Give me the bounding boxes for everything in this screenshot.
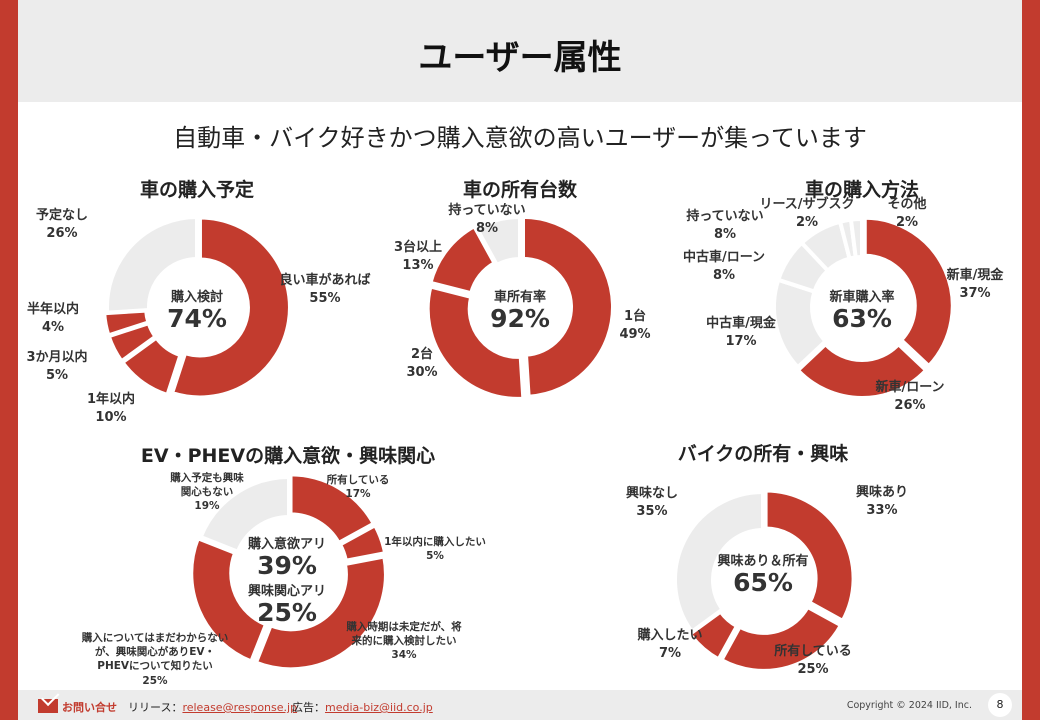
data-label: リース/サブスク 2% (759, 197, 855, 230)
data-label: 1年以内 10% (86, 392, 136, 425)
data-label: 3台以上 13% (393, 240, 443, 273)
data-label: 所有している 25% (774, 644, 852, 677)
center-summary: 車所有率 92% (490, 286, 550, 333)
center-summary: 興味あり＆所有 65% (717, 550, 808, 597)
center-summary: 新車購入率 63% (829, 286, 894, 333)
data-label: その他 2% (887, 197, 927, 230)
data-label: 1台 49% (619, 309, 651, 342)
data-label: 2台 30% (406, 347, 438, 380)
center-value: 65% (733, 568, 793, 597)
donut-segment (169, 215, 292, 400)
donut-segment (337, 522, 388, 564)
donut-segment (520, 214, 615, 399)
center-summary: 購入意欲アリ 39% 興味関心アリ 25% (248, 533, 326, 626)
center-summary: 購入検討 74% (167, 286, 227, 333)
data-label: 1年以内に購入したい 5% (384, 536, 486, 563)
data-label: 新車/ローン 26% (875, 380, 945, 413)
release-label: リリース： (128, 701, 183, 714)
mail-icon (38, 699, 58, 713)
center-value: 25% (257, 597, 317, 627)
page-title: ユーザー属性 (418, 38, 622, 78)
center-label: 興味あり＆所有 (717, 554, 809, 569)
donut-segment (718, 604, 844, 673)
data-label: 予定なし 26% (35, 208, 89, 241)
ad-email-link[interactable]: media-biz@iid.co.jp (325, 701, 433, 714)
data-label: 購入時期は未定だが、将来的に購入検討したい 34% (346, 621, 462, 662)
center-value: 92% (490, 304, 550, 333)
data-label: 所有している 17% (326, 474, 390, 501)
center-value: 63% (832, 304, 892, 333)
release-contact: リリース：release@response.jp (128, 699, 297, 715)
header: ユーザー属性 (18, 0, 1022, 102)
release-email-link[interactable]: release@response.jp (182, 701, 298, 714)
data-label: 中古車/ローン 8% (682, 250, 766, 283)
donut-segment (862, 215, 955, 369)
donut-segment (105, 214, 199, 315)
chart-title: 車の購入予定 (139, 179, 255, 201)
page-number: 8 (988, 693, 1012, 717)
left-border (0, 0, 18, 720)
data-label: 購入予定も興味関心もない 19% (170, 472, 244, 513)
data-label: 持っていない 8% (448, 203, 526, 236)
data-label: 半年以内 4% (26, 302, 80, 335)
donut-segment (253, 554, 388, 672)
donut-segment (473, 214, 522, 268)
right-border (1022, 0, 1040, 720)
center-value: 74% (167, 304, 227, 333)
data-label: 興味あり 33% (855, 485, 909, 518)
center-label: 興味関心アリ (247, 583, 327, 599)
chart-title: EV・PHEVの購入意欲・興味関心 (140, 445, 436, 467)
data-label: 3か月以内 5% (26, 350, 88, 383)
data-label: 良い車があれば 55% (279, 273, 371, 306)
data-label: 中古車/現金 17% (706, 316, 776, 349)
donut-segment (763, 488, 856, 624)
donut-segment (673, 489, 765, 635)
donut-segment (795, 341, 929, 400)
center-label: 車所有率 (493, 290, 546, 305)
footer: お問い合せ リリース：release@response.jp 広告：media-… (18, 690, 1022, 720)
data-label: 購入したい 7% (637, 628, 703, 661)
data-label: 購入についてはまだわからないが、興味関心がありEV・PHEVについて知りたい 25… (81, 632, 229, 687)
subtitle: 自動車・バイク好きかつ購入意欲の高いユーザーが集っています (173, 124, 867, 152)
chart-title: 車の所有台数 (462, 179, 578, 201)
donut-segment (428, 223, 498, 296)
donut-segment (198, 474, 291, 555)
donut-segment (425, 284, 526, 401)
center-value: 39% (257, 551, 317, 580)
data-label: 興味なし 35% (625, 486, 679, 519)
copyright: Copyright © 2024 IID, Inc. (846, 700, 972, 711)
data-label: 持っていない 8% (686, 209, 764, 242)
center-label: 新車購入率 (829, 290, 895, 305)
center-label: 購入意欲アリ (247, 537, 327, 552)
chart-title: 車の購入方法 (804, 179, 920, 201)
ad-label: 広告： (292, 701, 325, 714)
chart-title: バイクの所有・興味 (677, 443, 849, 465)
center-label: 購入検討 (170, 290, 223, 305)
donut-segment (288, 472, 377, 546)
ad-contact: 広告：media-biz@iid.co.jp (292, 699, 433, 715)
donut-segment (189, 535, 269, 665)
contact-label: お問い合せ (62, 701, 117, 714)
donut-segment (848, 216, 864, 260)
data-label: 新車/現金 37% (946, 268, 1004, 301)
